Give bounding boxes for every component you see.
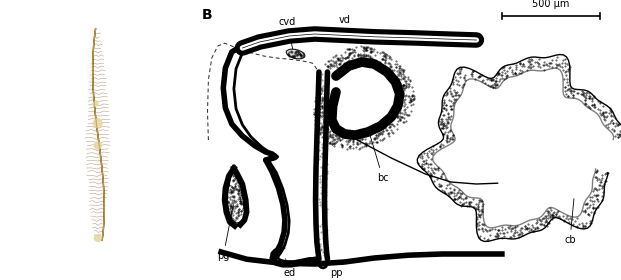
Text: 500 μm: 500 μm [532, 0, 569, 9]
Text: 500μm: 500μm [90, 267, 117, 276]
Ellipse shape [94, 101, 98, 106]
Ellipse shape [94, 142, 101, 149]
Text: pg: pg [217, 205, 233, 261]
Text: vd: vd [330, 15, 350, 35]
Text: cvd: cvd [278, 17, 296, 50]
Ellipse shape [286, 49, 305, 59]
Text: B: B [202, 8, 212, 22]
Text: pp: pp [323, 262, 342, 278]
Ellipse shape [94, 119, 102, 128]
Text: ed: ed [283, 259, 295, 278]
Text: A: A [10, 8, 20, 22]
Text: bc: bc [369, 131, 389, 183]
Polygon shape [93, 28, 104, 241]
Ellipse shape [94, 235, 101, 241]
Text: cb: cb [564, 199, 576, 245]
